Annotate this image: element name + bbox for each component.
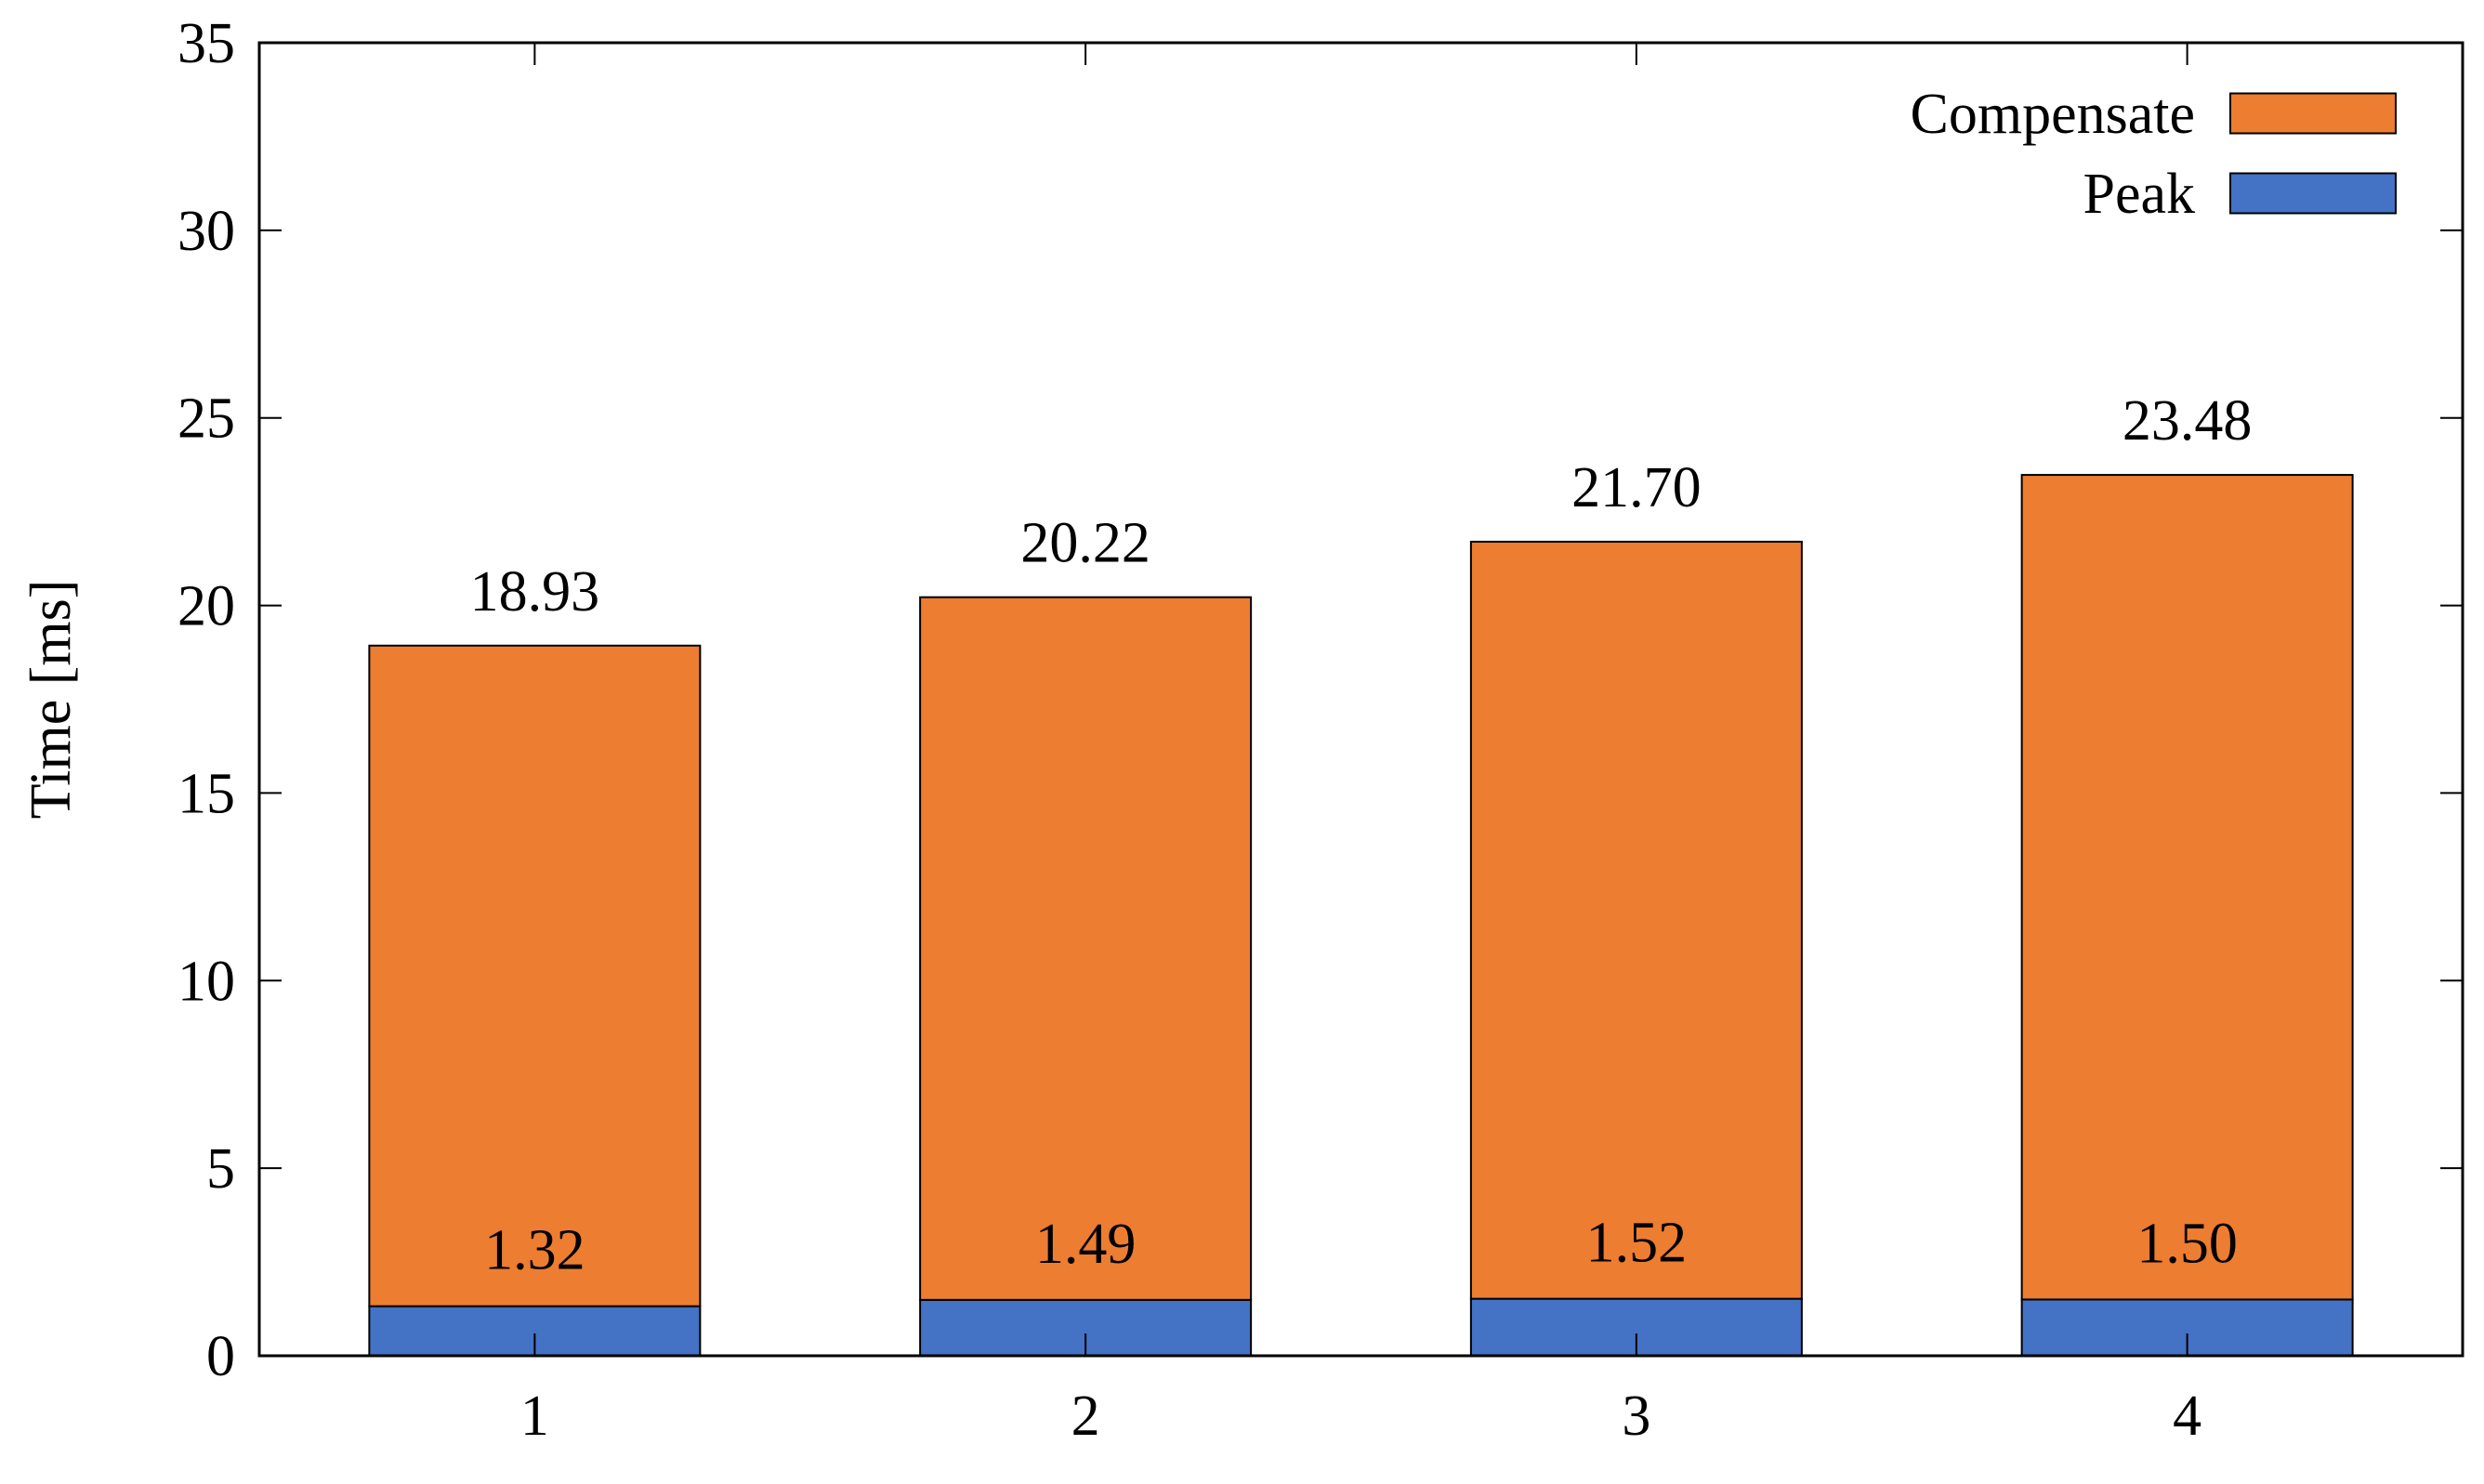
legend-label-compensate: Compensate — [1911, 83, 2196, 146]
legend: Compensate Peak — [1911, 83, 2397, 226]
legend-swatch-compensate — [2229, 92, 2397, 135]
plot-area-frame — [257, 41, 2464, 1358]
bar-compensate-1 — [368, 644, 702, 1307]
peak-value-label: 1.52 — [1586, 1212, 1688, 1275]
x-tick-label: 1 — [520, 1385, 549, 1448]
total-value-label: 21.70 — [1571, 456, 1702, 519]
peak-value-label: 1.50 — [2136, 1212, 2238, 1275]
y-tick-label: 20 — [177, 575, 235, 638]
y-tick-label: 15 — [177, 762, 235, 825]
x-tick-label: 4 — [2173, 1385, 2201, 1448]
total-value-label: 23.48 — [2123, 389, 2253, 453]
labels-layer: 0 5 10 15 20 25 30 35 1 2 3 4 1.32 18.93 1.49 20.22 1.52… — [177, 12, 2252, 1448]
y-tick-label: 5 — [206, 1137, 235, 1201]
total-value-label: 20.22 — [1020, 512, 1150, 575]
legend-swatch-peak — [2229, 172, 2397, 215]
legend-label-peak: Peak — [2083, 163, 2195, 226]
peak-value-label: 1.49 — [1035, 1213, 1137, 1276]
total-value-label: 18.93 — [470, 560, 600, 624]
y-tick-label: 25 — [177, 387, 235, 451]
bars-layer — [368, 474, 2354, 1358]
y-axis-label: Time [ms] — [20, 580, 83, 820]
y-tick-label: 10 — [177, 950, 235, 1013]
x-tick-label: 3 — [1622, 1385, 1650, 1448]
ticks-layer — [259, 43, 2463, 1356]
y-tick-label: 0 — [206, 1325, 235, 1388]
bar-compensate-2 — [919, 596, 1253, 1301]
y-tick-label: 30 — [177, 200, 235, 263]
peak-value-label: 1.32 — [484, 1219, 585, 1282]
bar-compensate-4 — [2020, 474, 2354, 1301]
y-tick-label: 35 — [177, 12, 235, 75]
x-tick-label: 2 — [1071, 1385, 1100, 1448]
bar-compensate-3 — [1469, 540, 1803, 1300]
